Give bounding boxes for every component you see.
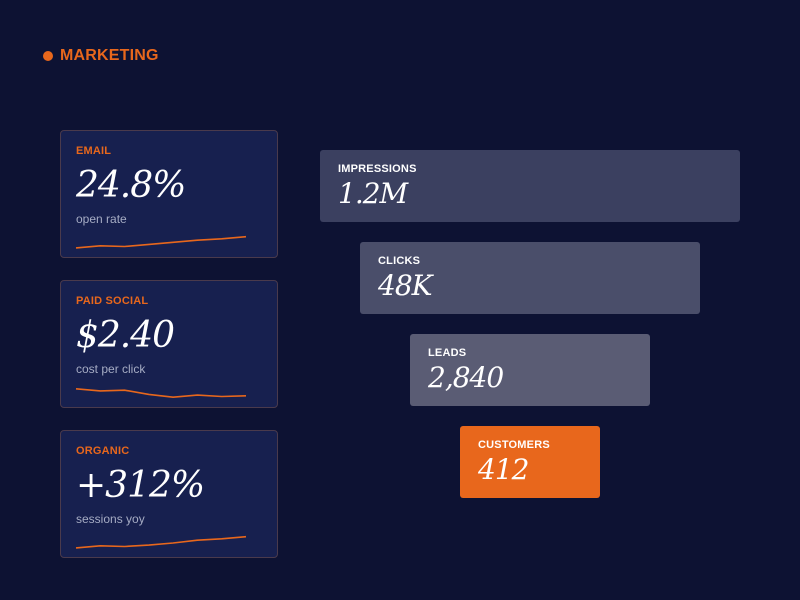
section-header: MARKETING: [43, 47, 159, 65]
sparkline-chart: [75, 388, 247, 399]
sparkline-chart: [75, 235, 247, 249]
card-subtitle: sessions yoy: [76, 512, 145, 526]
funnel-label: CLICKS: [378, 255, 421, 267]
metric-card-email: EMAIL 24.8% open rate: [60, 130, 278, 258]
status-dot-icon: [43, 51, 53, 61]
card-subtitle: open rate: [76, 212, 127, 226]
card-label: PAID SOCIAL: [76, 295, 149, 307]
sparkline-line: [75, 235, 247, 249]
funnel-step-clicks: CLICKS 48K: [360, 242, 700, 314]
metric-card-paid-social: PAID SOCIAL $2.40 cost per click: [60, 280, 278, 408]
funnel-label: LEADS: [428, 347, 467, 359]
funnel-label: CUSTOMERS: [478, 439, 550, 451]
sparkline-chart: [75, 535, 247, 549]
funnel-value: 48K: [378, 269, 433, 302]
metric-card-organic: ORGANIC +312% sessions yoy: [60, 430, 278, 558]
funnel-value: 412: [478, 453, 529, 486]
funnel-step-impressions: IMPRESSIONS 1.2M: [320, 150, 740, 222]
card-value: +312%: [76, 465, 205, 506]
sparkline-line: [75, 535, 247, 549]
card-value: 24.8%: [76, 165, 186, 206]
funnel-value: 2,840: [428, 361, 504, 394]
card-label: EMAIL: [76, 145, 112, 157]
section-title: MARKETING: [60, 47, 159, 64]
card-subtitle: cost per click: [76, 362, 146, 376]
funnel-step-leads: LEADS 2,840: [410, 334, 650, 406]
funnel-value: 1.2M: [338, 177, 408, 210]
sparkline-line: [75, 388, 247, 399]
card-value: $2.40: [76, 315, 175, 356]
funnel-label: IMPRESSIONS: [338, 163, 417, 175]
funnel-step-customers: CUSTOMERS 412: [460, 426, 600, 498]
card-label: ORGANIC: [76, 445, 130, 457]
